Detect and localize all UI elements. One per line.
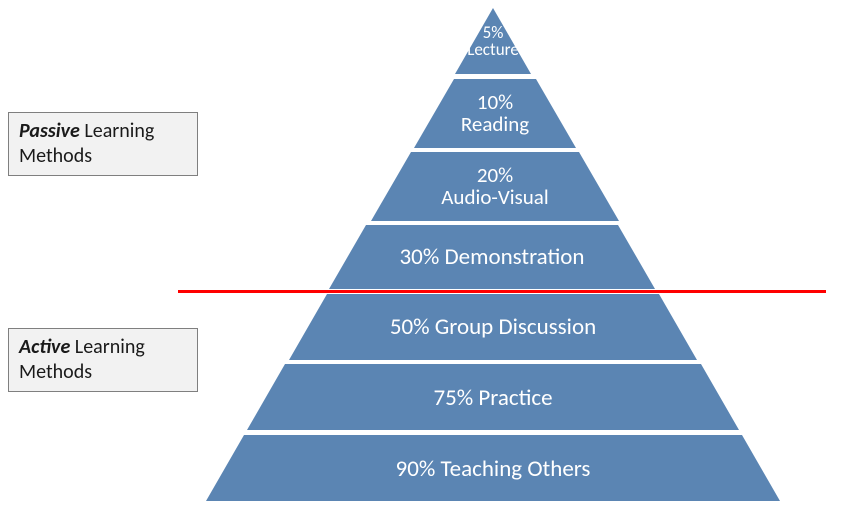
pyramid-layer-0: 5%Lecture: [455, 8, 531, 74]
pyramid-layer-label-6: 90% Teaching Others: [205, 455, 780, 483]
pyramid-layer-3: 30% Demonstration: [329, 225, 656, 289]
pyramid-layer-label-2: 20%Audio-Visual: [371, 164, 619, 208]
pyramid-layer-5: 75% Practice: [247, 364, 738, 430]
pyramid-layer-1: 10%Reading: [414, 79, 576, 148]
passive-label-box: Passive LearningMethods: [8, 112, 198, 176]
pyramid-layer-label-0: 5%Lecture: [454, 24, 532, 60]
pyramid-layer-label-4: 50% Group Discussion: [288, 313, 698, 341]
passive-label-prefix: Passive: [19, 119, 80, 143]
pyramid-layer-label-1: 10%Reading: [414, 91, 577, 135]
active-label-prefix: Active: [19, 335, 70, 359]
pyramid-layer-label-5: 75% Practice: [247, 384, 740, 412]
pyramid-layer-label-3: 30% Demonstration: [328, 243, 656, 271]
pyramid-layer-4: 50% Group Discussion: [289, 294, 698, 360]
pyramid-layer-6: 90% Teaching Others: [206, 435, 780, 501]
active-label-box: Active LearningMethods: [8, 328, 198, 392]
passive-active-divider-line: [178, 290, 826, 293]
pyramid-layer-2: 20%Audio-Visual: [371, 152, 619, 221]
